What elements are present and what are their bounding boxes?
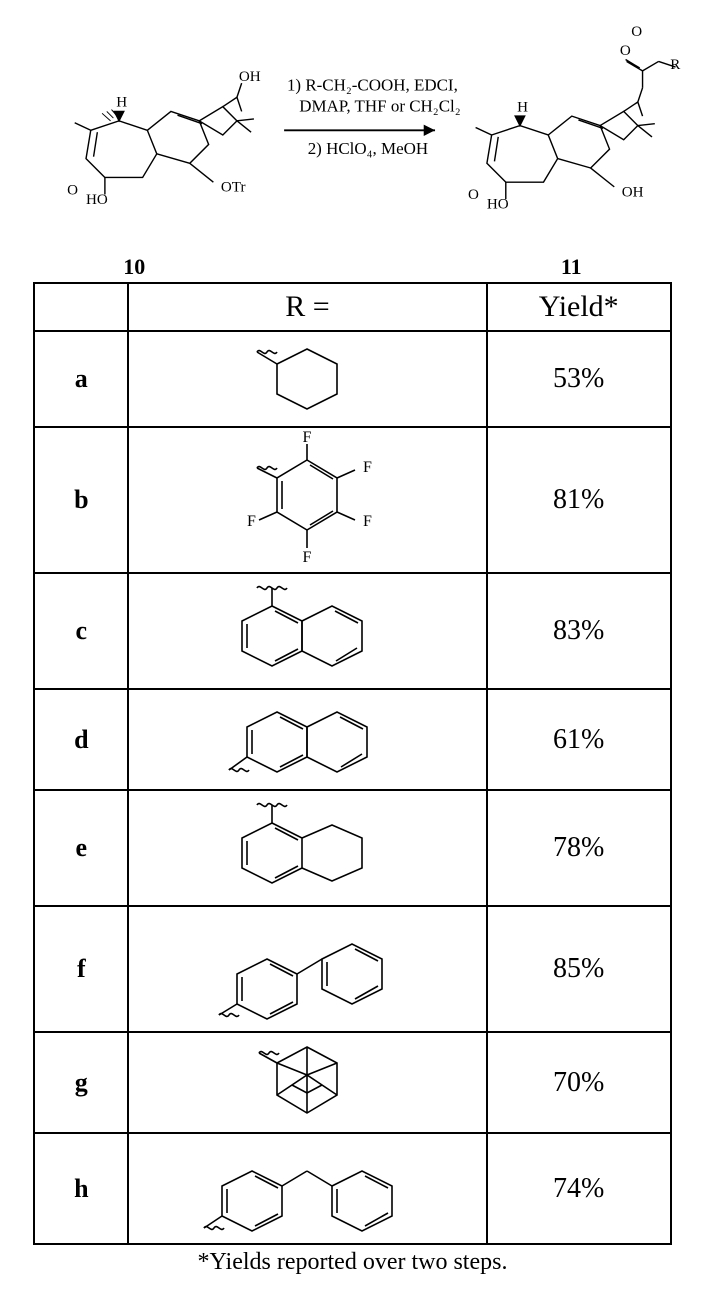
row-label: b (34, 427, 128, 573)
row-label: h (34, 1133, 128, 1244)
r-group-adamantyl (128, 1032, 486, 1133)
table-row: a 53% (34, 331, 670, 427)
header-blank (34, 283, 128, 331)
svg-text:F: F (363, 513, 372, 530)
yield-cell: 83% (487, 573, 671, 689)
yield-cell: 78% (487, 790, 671, 906)
compound-left-number: 10 (123, 254, 145, 280)
r-group-2-naphthyl (128, 689, 486, 790)
svg-text:F: F (363, 459, 372, 476)
scheme-cond-line1: 1) R-CH₂-COOH, EDCI, (287, 76, 458, 95)
r-group-1-naphthyl (128, 573, 486, 689)
yield-cell: 74% (487, 1133, 671, 1244)
r-group-pentafluorophenyl: F F F F F (128, 427, 486, 573)
svg-text:O: O (468, 187, 479, 203)
row-label: f (34, 906, 128, 1032)
row-label: d (34, 689, 128, 790)
table-row: d 61% (34, 689, 670, 790)
svg-text:H: H (517, 99, 528, 115)
yield-cell: 81% (487, 427, 671, 573)
table-row: f 85% (34, 906, 670, 1032)
scheme-cond-line3: 2) HClO₄, MeOH (308, 139, 428, 158)
r-group-biphenyl (128, 906, 486, 1032)
yield-cell: 85% (487, 906, 671, 1032)
table-row: b F F (34, 427, 670, 573)
svg-text:OH: OH (622, 184, 644, 200)
svg-text:HO: HO (487, 197, 509, 213)
table-row: h 74% (34, 1133, 670, 1244)
svg-text:O: O (631, 24, 642, 40)
table-row: g 70% (34, 1032, 670, 1133)
svg-text:O: O (620, 43, 631, 59)
footnote: *Yields reported over two steps. (20, 1249, 685, 1276)
svg-text:OTr: OTr (221, 180, 246, 196)
svg-text:R: R (670, 57, 681, 73)
row-label: g (34, 1032, 128, 1133)
r-group-tetralinyl (128, 790, 486, 906)
svg-text:F: F (247, 513, 256, 530)
svg-text:H: H (116, 95, 127, 111)
scheme-cond-line2: DMAP, THF or CH₂Cl₂ (299, 96, 460, 115)
svg-text:F: F (303, 549, 312, 566)
yield-cell: 53% (487, 331, 671, 427)
row-label: a (34, 331, 128, 427)
svg-text:O: O (67, 182, 78, 198)
row-label: c (34, 573, 128, 689)
yield-table: R = Yield* a 53% b (33, 282, 671, 1245)
header-yield: Yield* (487, 283, 671, 331)
svg-text:HO: HO (86, 192, 108, 208)
r-group-cyclohexyl (128, 331, 486, 427)
reaction-scheme: O HO OTr OH H 1) R-CH₂-COOH, EDCI, DMAP,… (20, 20, 685, 250)
compound-numbers: 10 11 (33, 254, 671, 280)
yield-cell: 61% (487, 689, 671, 790)
table-row: c 83% (34, 573, 670, 689)
yield-cell: 70% (487, 1032, 671, 1133)
svg-text:OH: OH (239, 69, 261, 85)
svg-text:F: F (303, 430, 312, 446)
compound-right-number: 11 (561, 254, 582, 280)
header-r: R = (128, 283, 486, 331)
r-group-diphenylmethyl (128, 1133, 486, 1244)
row-label: e (34, 790, 128, 906)
table-row: e 78% (34, 790, 670, 906)
